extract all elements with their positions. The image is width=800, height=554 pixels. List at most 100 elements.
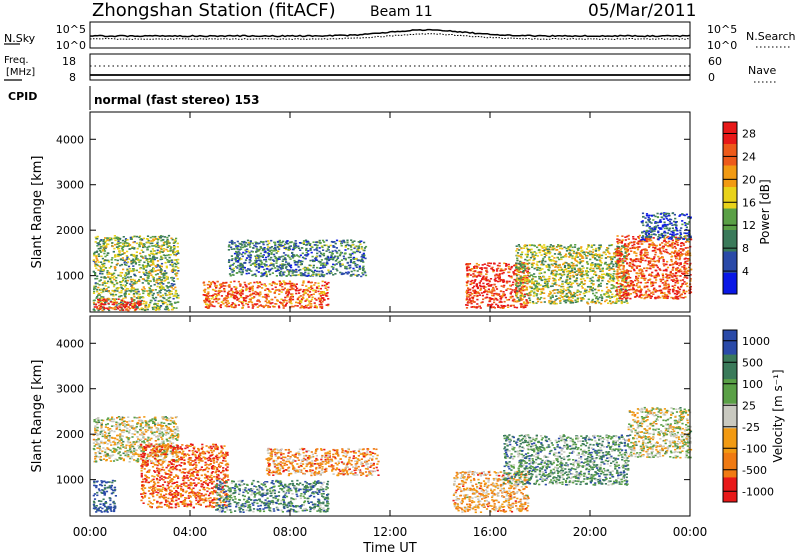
echo-cell (324, 281, 327, 283)
echo-cell (351, 244, 354, 246)
echo-cell (475, 292, 478, 295)
echo-cell (260, 260, 263, 262)
echo-cell (321, 305, 324, 308)
echo-cell (265, 298, 268, 301)
echo-cell (107, 239, 110, 241)
echo-cell (119, 275, 122, 277)
echo-cell (548, 278, 551, 280)
echo-cell (131, 270, 134, 273)
echo-cell (684, 237, 687, 240)
echo-cell (255, 256, 258, 259)
echo-cell (519, 282, 523, 284)
echo-cell (541, 288, 544, 290)
echo-cell (301, 260, 304, 263)
echo-cell (114, 289, 117, 292)
echo-cell (120, 306, 123, 309)
echo-cell (599, 270, 602, 273)
echo-cell (235, 292, 238, 295)
echo-cell (339, 271, 342, 274)
echo-cell (495, 298, 498, 300)
echo-cell (275, 252, 278, 254)
echo-cell (173, 251, 176, 253)
echo-cell (315, 257, 318, 259)
echo-cell (160, 281, 163, 283)
echo-cell (113, 275, 116, 278)
echo-cell (307, 253, 310, 255)
echo-cell (138, 243, 141, 246)
echo-cell (151, 252, 154, 255)
echo-cell (287, 273, 290, 276)
echo-cell (469, 274, 472, 276)
echo-cell (526, 256, 529, 258)
echo-cell (171, 305, 174, 308)
echo-cell (325, 272, 328, 275)
echo-cell (147, 282, 150, 284)
echo-cell (621, 245, 624, 247)
echo-cell (276, 269, 279, 272)
echo-cell (296, 255, 299, 257)
echo-cell (174, 292, 177, 294)
echo-cell (598, 248, 601, 250)
echo-cell (610, 267, 613, 269)
echo-cell (171, 308, 174, 311)
echo-cell (304, 271, 307, 274)
echo-cell (308, 295, 311, 297)
echo-cell (592, 264, 595, 266)
echo-cell (142, 271, 145, 274)
echo-cell (683, 281, 686, 283)
echo-cell (252, 273, 255, 276)
echo-cell (515, 267, 518, 269)
echo-cell (671, 244, 674, 246)
echo-cell (305, 275, 308, 277)
echo-cell (590, 279, 593, 282)
echo-cell (330, 240, 333, 243)
echo-cell (164, 254, 167, 257)
echo-cell (566, 287, 569, 289)
echo-cell (118, 253, 121, 256)
echo-cell (144, 255, 147, 257)
echo-cell (606, 263, 609, 266)
echo-cell (202, 282, 205, 284)
echo-cell (105, 245, 108, 247)
echo-cell (674, 281, 677, 284)
echo-cell (232, 296, 235, 299)
echo-cell (150, 274, 153, 276)
echo-cell (273, 260, 276, 262)
echo-cell (138, 293, 141, 296)
echo-cell (170, 237, 173, 240)
echo-cell (282, 274, 285, 276)
echo-cell (245, 245, 248, 247)
echo-cell (344, 249, 347, 251)
echo-cell (509, 297, 512, 299)
echo-cell (275, 256, 278, 259)
echo-cell (315, 305, 318, 308)
echo-cell (687, 253, 690, 256)
echo-cell (552, 248, 555, 251)
echo-cell (517, 284, 520, 287)
echo-cell (585, 251, 588, 253)
echo-cell (291, 294, 294, 296)
echo-cell (229, 267, 232, 269)
echo-cell (132, 259, 135, 262)
echo-cell (228, 290, 231, 293)
echo-cell (291, 285, 294, 287)
echo-cell (531, 244, 534, 246)
echo-cell (104, 267, 107, 269)
echo-cell (169, 264, 172, 266)
echo-cell (168, 286, 171, 288)
echo-cell (594, 271, 597, 273)
echo-cell (258, 285, 261, 288)
echo-cell (257, 250, 260, 252)
echo-cell (615, 263, 619, 265)
echo-cell (543, 276, 546, 278)
echo-cell (325, 295, 328, 297)
echo-cell (272, 281, 275, 283)
echo-cell (690, 238, 693, 241)
echo-cell (236, 240, 239, 243)
echo-cell (253, 281, 256, 284)
echo-cell (608, 266, 611, 268)
echo-cell (615, 298, 618, 301)
echo-cell (549, 297, 552, 300)
echo-cell (272, 265, 275, 267)
echo-cell (527, 266, 530, 269)
